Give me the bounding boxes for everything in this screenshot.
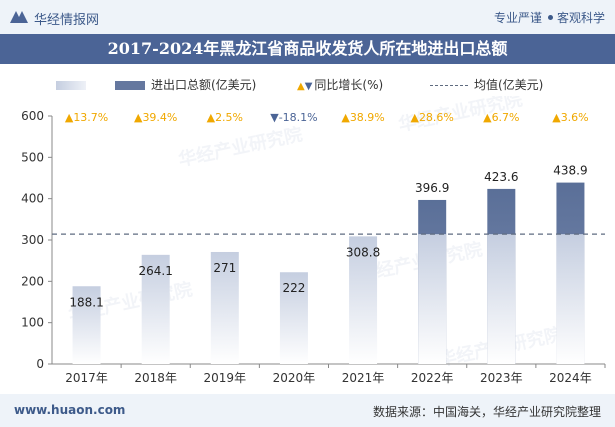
triangle-up-icon: ▲ (410, 111, 419, 124)
tagline: 专业严谨 客观科学 (494, 9, 605, 26)
legend-swatch-light (56, 81, 86, 90)
x-tick-label: 2019年 (204, 371, 247, 385)
legend-growth-label: 同比增长(%) (314, 78, 384, 92)
bar-value-label: 222 (282, 281, 305, 295)
top-bar: 华经情报网 专业严谨 客观科学 (0, 0, 615, 34)
bar-layer (72, 182, 585, 364)
title-bar: 2017-2024年黑龙江省商品收发货人所在地进出口总额 (0, 34, 615, 64)
brand-name: 华经情报网 (34, 13, 100, 28)
triangle-up-icon: ▲ (207, 111, 216, 124)
legend-dash-swatch (430, 85, 468, 86)
x-tick-label: 2020年 (273, 371, 316, 385)
y-tick-label: 500 (21, 150, 44, 164)
bar-value-label: 188.1 (69, 295, 103, 309)
growth-value: 13.7% (73, 111, 108, 124)
growth-label: ▼-18.1% (270, 111, 317, 124)
y-tick-label: 0 (36, 357, 44, 371)
triangle-up-icon: ▲ (552, 111, 561, 124)
legend-series-label: 进出口总额(亿美元) (151, 78, 257, 92)
legend-growth: ▲▼ 同比增长(%) (297, 77, 383, 93)
growth-label: ▲6.7% (483, 111, 519, 124)
legend-swatch-dark (115, 81, 145, 90)
bar-value-label: 438.9 (553, 164, 587, 178)
legend: 进出口总额(亿美元) ▲▼ 同比增长(%) 均值(亿美元) (0, 74, 615, 94)
triangle-up-icon: ▲ (341, 111, 350, 124)
growth-label: ▲2.5% (207, 111, 243, 124)
bar (279, 272, 308, 364)
growth-value: 28.6% (419, 111, 454, 124)
growth-value: 6.7% (492, 111, 520, 124)
bar-base (487, 234, 516, 364)
y-tick-label: 400 (21, 192, 44, 206)
growth-label: ▲13.7% (65, 111, 108, 124)
growth-value: 3.6% (561, 111, 589, 124)
x-tick-label: 2018年 (134, 371, 177, 385)
tagline-right: 客观科学 (556, 11, 605, 25)
bar-base (418, 234, 447, 364)
x-tick-label: 2017年 (65, 371, 108, 385)
legend-average: 均值(亿美元) (430, 77, 543, 93)
bar-chart: 华经产业研究院华经产业研究院华经产业研究院华经产业研究院华经产业研究院 0100… (21, 96, 606, 385)
growth-label: ▲38.9% (341, 111, 384, 124)
data-source: 数据来源：中国海关，华经产业研究院整理 (372, 405, 601, 419)
y-tick-label: 600 (21, 109, 44, 123)
bar (210, 251, 239, 364)
bar-value-label: 308.8 (346, 245, 380, 259)
bar (72, 286, 101, 364)
bar-value-label: 271 (213, 261, 236, 275)
y-tick-label: 200 (21, 274, 44, 288)
bar (349, 236, 378, 364)
growth-value: 38.9% (350, 111, 385, 124)
growth-label: ▲28.6% (410, 111, 453, 124)
legend-series-total: 进出口总额(亿美元) (115, 77, 256, 93)
footer: www.huaon.com 数据来源：中国海关，华经产业研究院整理 (0, 394, 615, 427)
x-tick-label: 2023年 (480, 371, 523, 385)
growth-value: 2.5% (215, 111, 243, 124)
bar-value-label: 396.9 (415, 181, 449, 195)
label-layer: 188.1▲13.7%264.1▲39.4%271▲2.5%222▼-18.1%… (52, 111, 605, 309)
triangle-up-icon: ▲ (65, 111, 74, 124)
x-tick-label: 2022年 (411, 371, 454, 385)
bar-value-label: 423.6 (484, 170, 518, 184)
dot-icon (547, 15, 553, 20)
y-tick-label: 300 (21, 233, 44, 247)
y-tick-label: 100 (21, 316, 44, 330)
legend-average-label: 均值(亿美元) (474, 78, 544, 92)
site-link[interactable]: www.huaon.com (14, 403, 126, 417)
growth-label: ▲39.4% (134, 111, 177, 124)
triangle-up-icon: ▲ (134, 111, 143, 124)
x-tick-label: 2021年 (342, 371, 385, 385)
growth-value: 39.4% (142, 111, 177, 124)
axis-layer: 0 100 200 300 400 500 600 2017年 2018年 2019年 2020年 2… (21, 109, 606, 385)
legend-series (56, 77, 86, 93)
triangle-up-icon: ▲ (483, 111, 492, 124)
watermark-text: 华经产业研究院 (176, 123, 304, 171)
chart-title: 2017-2024年黑龙江省商品收发货人所在地进出口总额 (107, 39, 508, 58)
bar-value-label: 264.1 (139, 264, 173, 278)
tagline-left: 专业严谨 (493, 11, 542, 25)
triangle-up-icon: ▲ (297, 81, 305, 92)
growth-label: ▲3.6% (552, 111, 588, 124)
triangle-down-icon: ▼ (304, 81, 313, 92)
triangle-down-icon: ▼ (270, 111, 279, 124)
bar (141, 254, 170, 364)
growth-value: -18.1% (279, 111, 318, 124)
bar-base (556, 234, 585, 364)
logo-icon (10, 11, 28, 23)
x-tick-label: 2024年 (549, 371, 592, 385)
